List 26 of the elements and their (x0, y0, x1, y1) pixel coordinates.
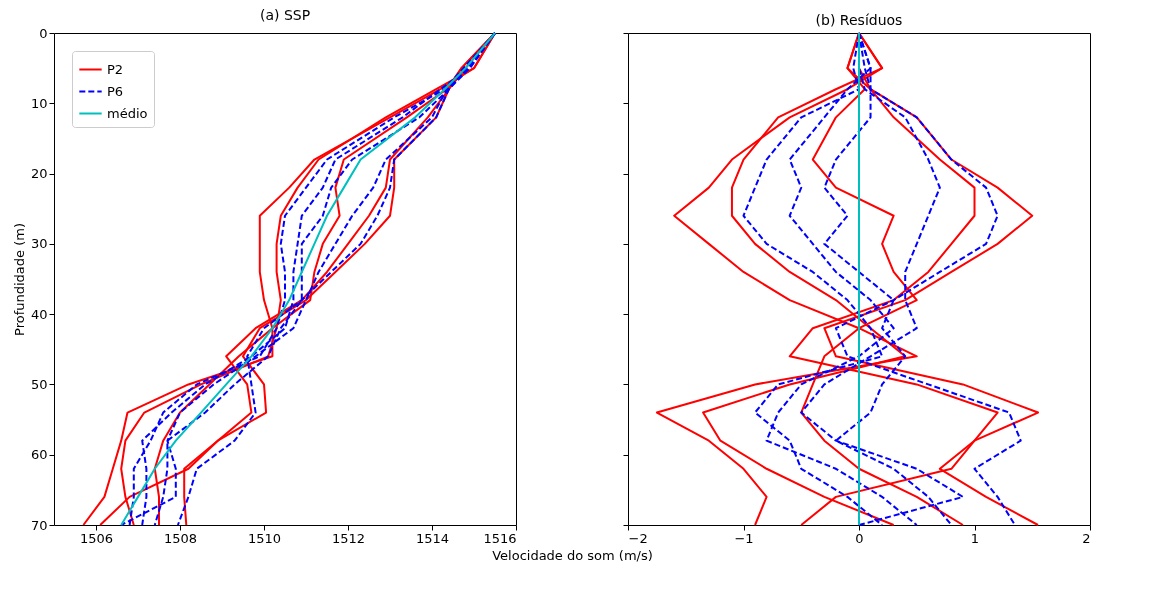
y-tick-label: 40 (30, 306, 48, 322)
x-tick-label: 1506 (79, 530, 114, 546)
x-tick-label: −2 (628, 530, 648, 546)
x-tick-label: 1510 (247, 530, 282, 546)
x-axis-title: Velocidade do som (m/s) (492, 547, 653, 563)
x-tick-label: 1508 (163, 530, 198, 546)
x-tick-label: −1 (734, 530, 754, 546)
y-tick-label: 20 (30, 166, 48, 182)
x-tick-label: 2 (1082, 530, 1091, 546)
y-tick-label: 0 (39, 25, 48, 41)
chart-title: (a) SSP (259, 7, 311, 23)
legend-label: P6 (107, 83, 124, 99)
chart-title: (b) Resíduos (815, 12, 903, 28)
x-tick-label: 1512 (331, 530, 366, 546)
y-tick-label: 10 (30, 95, 48, 111)
legend-label: médio (107, 105, 148, 121)
x-tick-label: 0 (855, 530, 864, 546)
x-tick-label: 1514 (415, 530, 450, 546)
y-tick-label: 60 (30, 447, 48, 463)
x-tick-label: 1516 (483, 530, 517, 546)
legend-label: P2 (107, 61, 124, 77)
y-tick-label: 70 (30, 517, 48, 533)
y-tick-label: 50 (30, 376, 48, 392)
x-tick-label: 1 (970, 530, 980, 546)
y-axis-title: Profundidade (m) (11, 223, 27, 336)
y-tick-label: 30 (30, 236, 48, 252)
